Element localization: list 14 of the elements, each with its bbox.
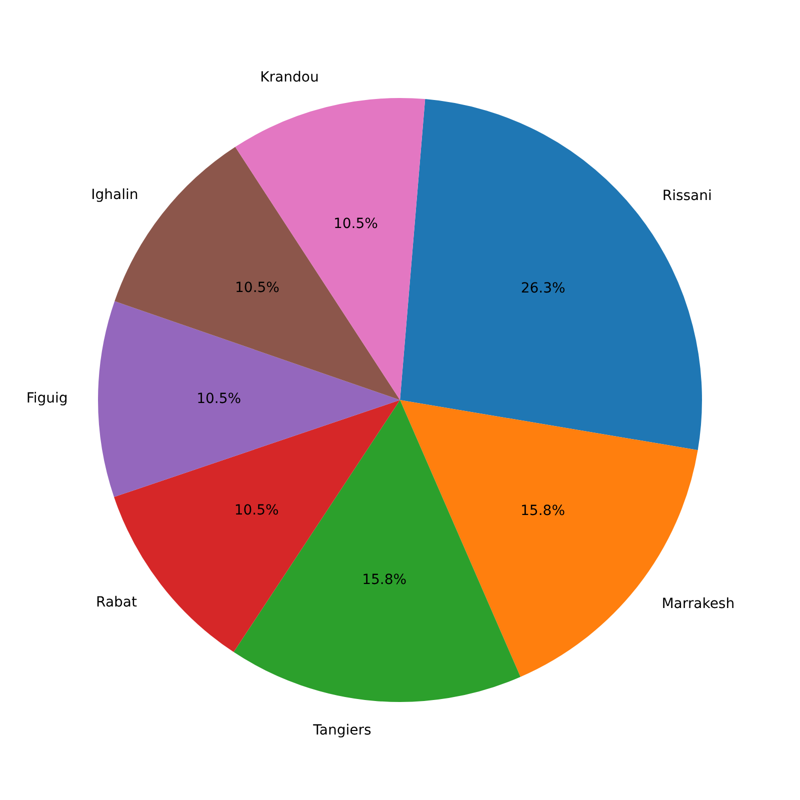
- slice-label: Figuig: [26, 390, 68, 407]
- data-label: 15.8%: [520, 503, 565, 520]
- slice-label: Tangiers: [312, 722, 372, 739]
- slice-label: Ighalin: [91, 187, 138, 204]
- data-label: 10.5%: [333, 216, 378, 232]
- slice-label: Marrakesh: [662, 596, 735, 612]
- slice-label: Rabat: [96, 594, 138, 611]
- slice-label: Rissani: [662, 188, 712, 204]
- data-label: 10.5%: [234, 502, 279, 518]
- slice-label: Krandou: [260, 70, 319, 86]
- data-label: 15.8%: [362, 572, 407, 588]
- data-label: 10.5%: [196, 391, 242, 408]
- data-label: 26.3%: [520, 280, 566, 296]
- data-label: 10.5%: [235, 280, 280, 296]
